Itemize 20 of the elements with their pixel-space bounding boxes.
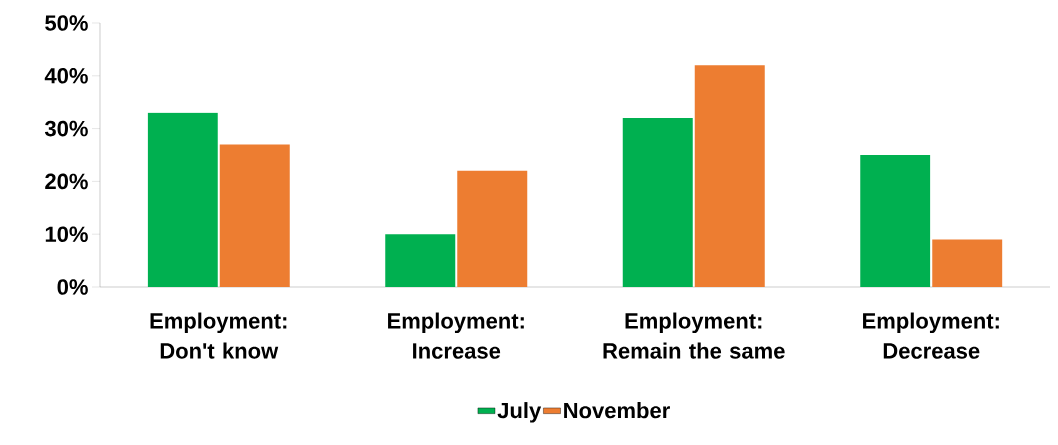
x-tick-label: Employment: Remain the same: [603, 312, 785, 359]
bar: [860, 155, 931, 287]
bar: [385, 234, 456, 287]
y-tick-label: 0%: [57, 279, 88, 295]
y-tick-label: 30%: [44, 120, 88, 137]
bar: [147, 112, 218, 287]
legend-label: July: [497, 402, 542, 423]
bar: [622, 118, 693, 287]
legend-label: November: [564, 402, 670, 419]
bar: [219, 144, 290, 287]
y-tick-label: 10%: [45, 226, 88, 242]
y-tick-label: 50%: [45, 15, 88, 31]
y-tick-label: 20%: [45, 173, 88, 190]
bar: [457, 170, 528, 287]
y-tick-label: 40%: [44, 68, 88, 84]
bar: [932, 239, 1003, 287]
x-tick-label: Employment: Don't know: [150, 312, 287, 359]
x-tick-label: Employment: Decrease: [863, 312, 999, 359]
bar: [694, 65, 765, 287]
x-tick-label: Employment: Increase: [388, 312, 524, 359]
